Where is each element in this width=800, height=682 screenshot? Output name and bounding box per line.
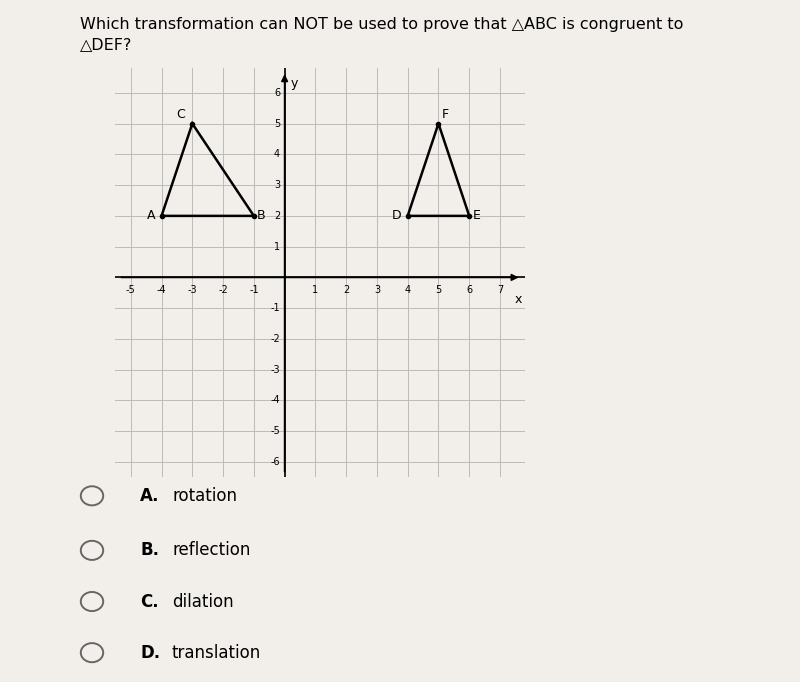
Text: -6: -6: [270, 457, 280, 467]
Text: 1: 1: [312, 285, 318, 295]
Text: C: C: [176, 108, 185, 121]
Text: 6: 6: [274, 88, 280, 98]
Text: 2: 2: [274, 211, 280, 221]
Text: 2: 2: [343, 285, 350, 295]
Text: 7: 7: [497, 285, 503, 295]
Text: -1: -1: [249, 285, 258, 295]
Text: x: x: [514, 293, 522, 306]
Text: A.: A.: [140, 487, 159, 505]
Text: D: D: [392, 209, 402, 222]
Text: -3: -3: [270, 365, 280, 374]
Text: 3: 3: [274, 180, 280, 190]
Text: -4: -4: [157, 285, 166, 295]
Text: F: F: [442, 108, 449, 121]
Text: 5: 5: [435, 285, 442, 295]
Text: E: E: [472, 209, 480, 222]
Text: -3: -3: [187, 285, 197, 295]
Text: -5: -5: [270, 426, 280, 436]
Text: -2: -2: [218, 285, 228, 295]
Text: y: y: [290, 78, 298, 91]
Text: translation: translation: [172, 644, 262, 662]
Text: 1: 1: [274, 241, 280, 252]
Text: D.: D.: [140, 644, 160, 662]
Text: dilation: dilation: [172, 593, 234, 610]
Text: Which transformation can NOT be used to prove that △ABC is congruent to: Which transformation can NOT be used to …: [80, 17, 683, 32]
Text: 6: 6: [466, 285, 472, 295]
Text: -1: -1: [270, 303, 280, 313]
Text: A: A: [147, 209, 155, 222]
Text: B: B: [257, 209, 266, 222]
Text: 4: 4: [274, 149, 280, 160]
Text: -2: -2: [270, 334, 280, 344]
Text: B.: B.: [140, 542, 159, 559]
Text: 4: 4: [405, 285, 410, 295]
Text: reflection: reflection: [172, 542, 250, 559]
Text: rotation: rotation: [172, 487, 237, 505]
Text: C.: C.: [140, 593, 158, 610]
Text: -4: -4: [270, 396, 280, 406]
Text: △DEF?: △DEF?: [80, 38, 132, 53]
Text: 5: 5: [274, 119, 280, 129]
Text: 3: 3: [374, 285, 380, 295]
Text: -5: -5: [126, 285, 136, 295]
